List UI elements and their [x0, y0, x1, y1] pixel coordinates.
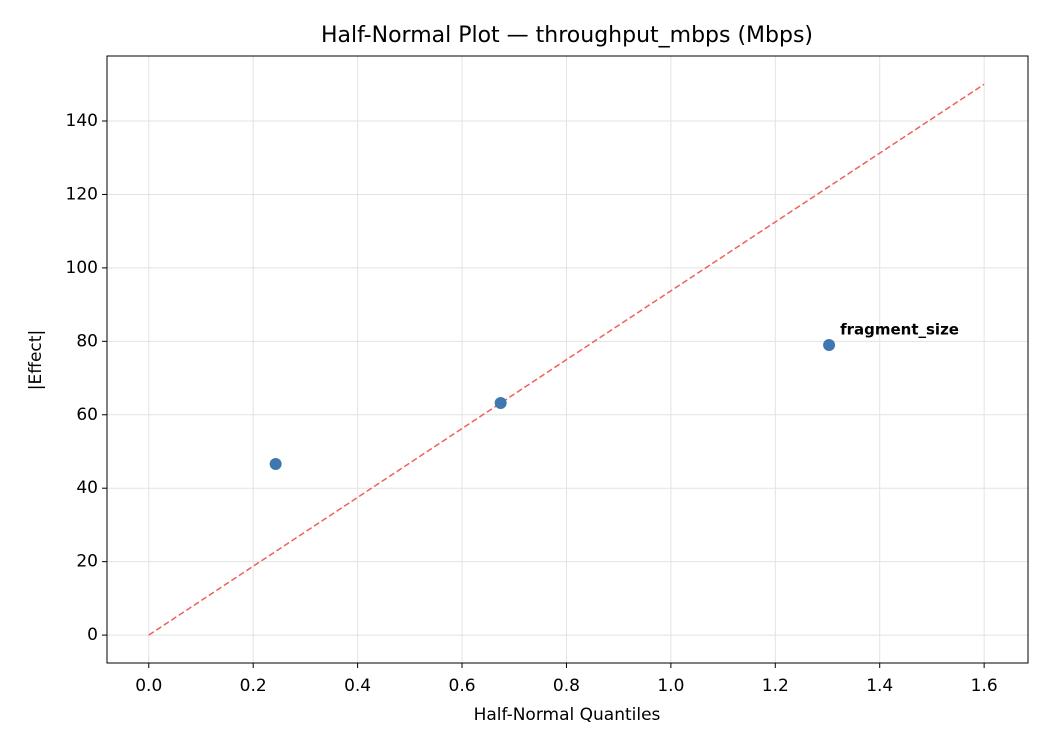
reference-line — [148, 83, 985, 636]
x-tick-label: 0.2 — [240, 676, 267, 696]
point-label: fragment_size — [840, 320, 959, 338]
y-tick-label: 60 — [76, 405, 98, 425]
data-point — [269, 457, 282, 470]
y-axis-label: |Effect| — [26, 330, 46, 390]
y-tick-label: 40 — [76, 478, 98, 498]
x-tick-label: 0.8 — [553, 676, 580, 696]
y-tick-label: 100 — [66, 258, 98, 278]
y-tick-label: 0 — [87, 625, 98, 645]
x-tick-label: 0.4 — [344, 676, 371, 696]
y-tick-label: 80 — [76, 331, 98, 351]
x-tick-label: 0.6 — [449, 676, 476, 696]
x-tick-label: 1.4 — [866, 676, 893, 696]
y-tick-label: 140 — [66, 111, 98, 131]
x-tick-label: 1.2 — [762, 676, 789, 696]
data-point — [823, 338, 836, 351]
plot-frame — [106, 55, 1029, 664]
x-tick-label: 1.0 — [657, 676, 684, 696]
y-tick-label: 20 — [76, 552, 98, 572]
x-axis-label: Half-Normal Quantiles — [474, 705, 661, 725]
y-tick-label: 120 — [66, 184, 98, 204]
x-tick-label: 1.6 — [971, 676, 998, 696]
data-point — [494, 397, 507, 410]
x-tick-label: 0.0 — [135, 676, 162, 696]
chart-title: Half-Normal Plot — throughput_mbps (Mbps… — [321, 23, 813, 48]
